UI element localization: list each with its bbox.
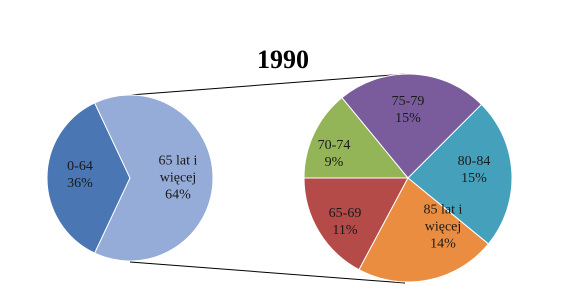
category-label: 0-64 <box>67 159 93 174</box>
pie-slice <box>341 73 483 179</box>
slice-label: 0-64 36% <box>60 158 100 192</box>
category-label: 70-74 <box>317 138 351 153</box>
pie-slice <box>93 94 214 262</box>
slice-label: 65-69 11% <box>320 205 370 239</box>
pie-slice <box>407 103 513 245</box>
value-label: 11% <box>332 223 358 238</box>
slice-label: 75-79 15% <box>383 93 433 127</box>
connector-line <box>129 73 406 96</box>
value-label: 36% <box>67 176 93 191</box>
category-label: 75-79 <box>391 94 425 109</box>
category-label: 80-84 <box>457 154 491 169</box>
value-label: 15% <box>461 171 487 186</box>
pie-slice <box>303 96 410 179</box>
slice-label: 85 lat i więcej 14% <box>413 202 473 253</box>
chart-title: 1990 <box>257 45 309 74</box>
value-label: 9% <box>324 155 344 170</box>
slice-label: 65 lat i więcej 64% <box>148 153 208 204</box>
category-label: 65-69 <box>328 206 362 221</box>
value-label: 14% <box>430 236 456 252</box>
value-label: 64% <box>165 187 191 203</box>
value-label: 15% <box>395 111 421 126</box>
connector-line <box>129 261 406 284</box>
pie-slice <box>46 102 131 254</box>
pie-slice <box>358 177 490 283</box>
category-label: 65 lat i więcej <box>158 153 198 186</box>
category-label: 85 lat i więcej <box>423 202 463 235</box>
slice-label: 70-74 9% <box>314 137 354 171</box>
slice-label: 80-84 15% <box>449 153 499 187</box>
pie-slice <box>303 177 409 271</box>
